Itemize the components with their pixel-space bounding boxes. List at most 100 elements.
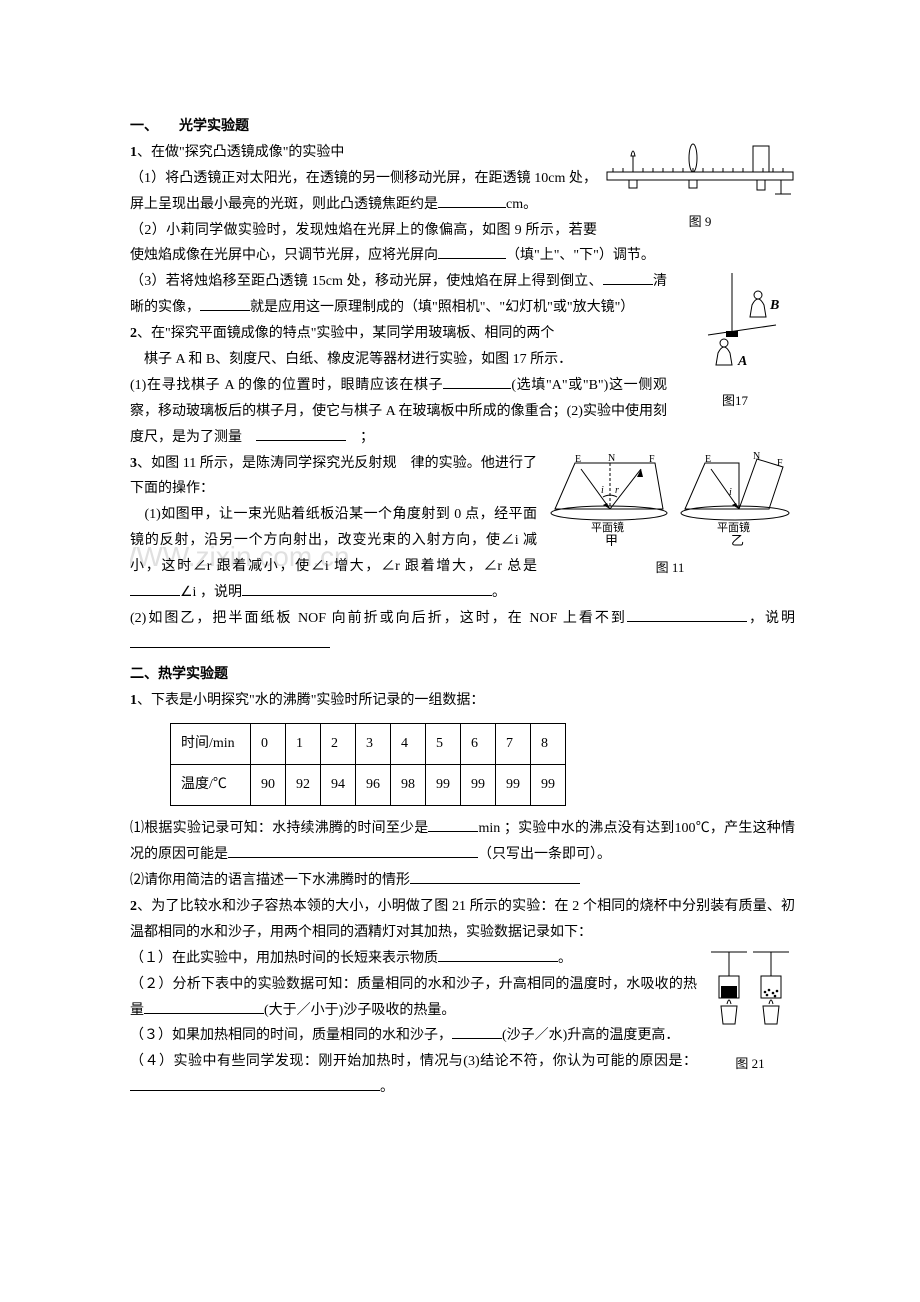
q1-intro: 、在做"探究凸透镜成像"的实验中	[137, 145, 344, 160]
table-cell: 1	[286, 724, 321, 765]
blank	[627, 608, 747, 622]
tq2-intro: 、为了比较水和沙子容热本领的大小，小明做了图 21 所示的实验：在 2 个相同的…	[130, 899, 795, 940]
tq1-p2a: ⑵请你用简洁的语言描述一下水沸腾时的情形	[130, 873, 410, 888]
blank	[603, 271, 653, 285]
q2-num: 2	[130, 326, 137, 341]
blank	[242, 582, 492, 596]
section-heading-thermal: 二、热学实验题	[130, 662, 795, 688]
table-row: 时间/min 0 1 2 3 4 5 6 7 8	[171, 724, 566, 765]
q3-p1b: ∠i ，说明	[180, 585, 242, 600]
blank	[130, 1077, 380, 1091]
blank	[438, 948, 558, 962]
boiling-data-table: 时间/min 0 1 2 3 4 5 6 7 8 温度/℃ 90 92 94 9…	[170, 723, 566, 806]
svg-text:平面镜: 平面镜	[717, 520, 750, 534]
q3-p2a: (2)如图乙，把半面纸板 NOF 向前折或向后折，这时，在 NOF 上看不到	[130, 611, 627, 626]
blank	[130, 582, 180, 596]
q3-p2b: ，说明	[747, 611, 795, 626]
blank	[410, 870, 580, 884]
svg-text:E: E	[705, 454, 711, 465]
q1p3-q2-block: A B 图17 （3）若将烛焰移至距凸透镜 15cm 处，移动光屏，使烛焰在屏上…	[130, 269, 795, 450]
figure-21-label: 图 21	[705, 1052, 795, 1076]
q3-intro: 、如图 11 所示，是陈涛同学探究光反射规 律的实验。他进行了下面的操作：	[130, 456, 537, 497]
table-row: 温度/℃ 90 92 94 96 98 99 99 99 99	[171, 765, 566, 806]
tq2-p2b: (大于／小于)沙子吸收的热量。	[264, 1003, 455, 1018]
blank	[428, 818, 478, 832]
q1-p2b: （填"上"、"下"）调节。	[506, 248, 655, 263]
blank	[443, 375, 511, 389]
tq2-p4b: 。	[380, 1080, 394, 1095]
tq2-p1a: （１）在此实验中，用加热时间的长短来表示物质	[130, 951, 438, 966]
tq2-num: 2	[130, 899, 137, 914]
tq1-intro: 、下表是小明探究"水的沸腾"实验时所记录的一组数据：	[137, 693, 484, 708]
tq1-line: 1、下表是小明探究"水的沸腾"实验时所记录的一组数据：	[130, 688, 795, 714]
q2-p2a: (1)在寻找棋子 A 的像的位置时，眼睛应该在棋子	[130, 378, 443, 393]
figure-9: 图 9	[605, 140, 795, 234]
svg-text:E: E	[575, 454, 581, 465]
table-cell: 99	[426, 765, 461, 806]
q2-p2c: ；	[346, 430, 374, 445]
tq2-p3b: (沙子／水)升高的温度更高．	[502, 1028, 679, 1043]
table-cell-header: 温度/℃	[171, 765, 251, 806]
tq2-p4: （４）实验中有些同学发现：刚开始加热时，情况与(3)结论不符，你认为可能的原因是…	[130, 1049, 795, 1101]
q3-p1c: 。	[492, 585, 506, 600]
tq2-p3: （３）如果加热相同的时间，质量相同的水和沙子， (沙子／水)升高的温度更高．	[130, 1023, 795, 1049]
figure-11-label: 图 11	[545, 556, 795, 580]
tq2-block: 图 21 （１）在此实验中，用加热时间的长短来表示物质。 （２）分析下表中的实验…	[130, 946, 795, 1101]
optical-bench-illustration	[605, 140, 795, 200]
blank	[438, 194, 506, 208]
reflection-law-illustration: i r E N F 平面镜 甲 E N F i 平面镜	[545, 451, 795, 546]
plane-mirror-illustration: A B	[680, 269, 790, 379]
tq1-p1a: ⑴根据实验记录可知：水持续沸腾的时间至少是	[130, 821, 428, 836]
svg-text:F: F	[777, 458, 783, 469]
table-cell: 7	[496, 724, 531, 765]
q1-p3a: （3）若将烛焰移至距凸透镜 15cm 处，移动光屏，使烛焰在屏上得到倒立、	[130, 274, 603, 289]
figure-9-label: 图 9	[605, 210, 795, 234]
tq1-p1c: （只写出一条即可）。	[478, 847, 611, 862]
figure-17: A B 图17	[675, 269, 795, 413]
blank	[438, 245, 506, 259]
blank	[130, 634, 330, 648]
table-cell: 0	[251, 724, 286, 765]
tq2-p1: （１）在此实验中，用加热时间的长短来表示物质。	[130, 946, 795, 972]
svg-text:i: i	[601, 485, 604, 496]
q1-p1b: cm。	[506, 197, 537, 212]
blank	[228, 844, 478, 858]
table-cell: 2	[321, 724, 356, 765]
table-cell: 99	[496, 765, 531, 806]
table-cell: 99	[531, 765, 566, 806]
section-heading-optics: 一、 光学实验题	[130, 114, 795, 140]
tq1-p2: ⑵请你用简洁的语言描述一下水沸腾时的情形	[130, 868, 795, 894]
svg-text:甲: 甲	[605, 533, 618, 546]
tq2-line: 2、为了比较水和沙子容热本领的大小，小明做了图 21 所示的实验：在 2 个相同…	[130, 894, 795, 946]
figure-21: 图 21	[705, 946, 795, 1076]
tq2-p2: （２）分析下表中的实验数据可知：质量相同的水和沙子，升高相同的温度时，水吸收的热…	[130, 972, 795, 1024]
svg-text:B: B	[769, 298, 779, 313]
table-cell: 92	[286, 765, 321, 806]
svg-text:N: N	[753, 451, 760, 462]
tq2-p4a: （４）实验中有些同学发现：刚开始加热时，情况与(3)结论不符，你认为可能的原因是…	[130, 1054, 697, 1069]
table-cell: 96	[356, 765, 391, 806]
table-cell: 4	[391, 724, 426, 765]
blank	[452, 1025, 502, 1039]
table-cell: 94	[321, 765, 356, 806]
blank	[200, 297, 250, 311]
q1-num: 1	[130, 145, 137, 160]
tq1-num: 1	[130, 693, 137, 708]
table-cell: 98	[391, 765, 426, 806]
blank	[256, 427, 346, 441]
q3-p1a: (1)如图甲，让一束光贴着纸板沿某一个角度射到 0 点，经平面镜的反射，沿另一个…	[130, 507, 537, 574]
tq2-p3a: （３）如果加热相同的时间，质量相同的水和沙子，	[130, 1028, 452, 1043]
table-cell-header: 时间/min	[171, 724, 251, 765]
table-cell: 90	[251, 765, 286, 806]
svg-text:A: A	[737, 354, 747, 369]
question-1-block: 图 9 1、在做"探究凸透镜成像"的实验中 （1）将凸透镜正对太阳光，在透镜的另…	[130, 140, 795, 269]
table-cell: 99	[461, 765, 496, 806]
svg-text:N: N	[608, 453, 615, 464]
table-cell: 8	[531, 724, 566, 765]
figure-17-label: 图17	[675, 389, 795, 413]
q1-p3c: 就是应用这一原理制成的（填"照相机"、"幻灯机"或"放大镜"）	[250, 300, 634, 315]
svg-text:乙: 乙	[731, 533, 744, 546]
q3-p2: (2)如图乙，把半面纸板 NOF 向前折或向后折，这时，在 NOF 上看不到 ，说…	[130, 606, 795, 658]
svg-text:平面镜: 平面镜	[591, 520, 624, 534]
q3-num: 3	[130, 456, 137, 471]
